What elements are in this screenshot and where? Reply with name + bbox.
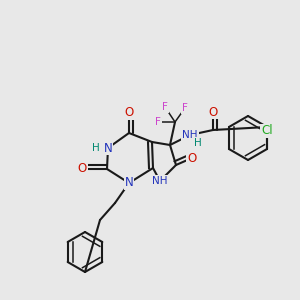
Text: NH: NH xyxy=(182,130,198,140)
Text: O: O xyxy=(124,106,134,119)
Text: H: H xyxy=(194,138,202,148)
Text: Cl: Cl xyxy=(261,124,273,137)
Text: F: F xyxy=(162,102,168,112)
Text: NH: NH xyxy=(152,176,168,186)
Text: O: O xyxy=(208,106,217,118)
Text: F: F xyxy=(182,103,188,113)
Text: O: O xyxy=(188,152,196,164)
Text: N: N xyxy=(103,142,112,154)
Text: H: H xyxy=(92,143,100,153)
Text: O: O xyxy=(77,163,87,176)
Text: F: F xyxy=(155,117,161,127)
Text: N: N xyxy=(124,176,134,190)
